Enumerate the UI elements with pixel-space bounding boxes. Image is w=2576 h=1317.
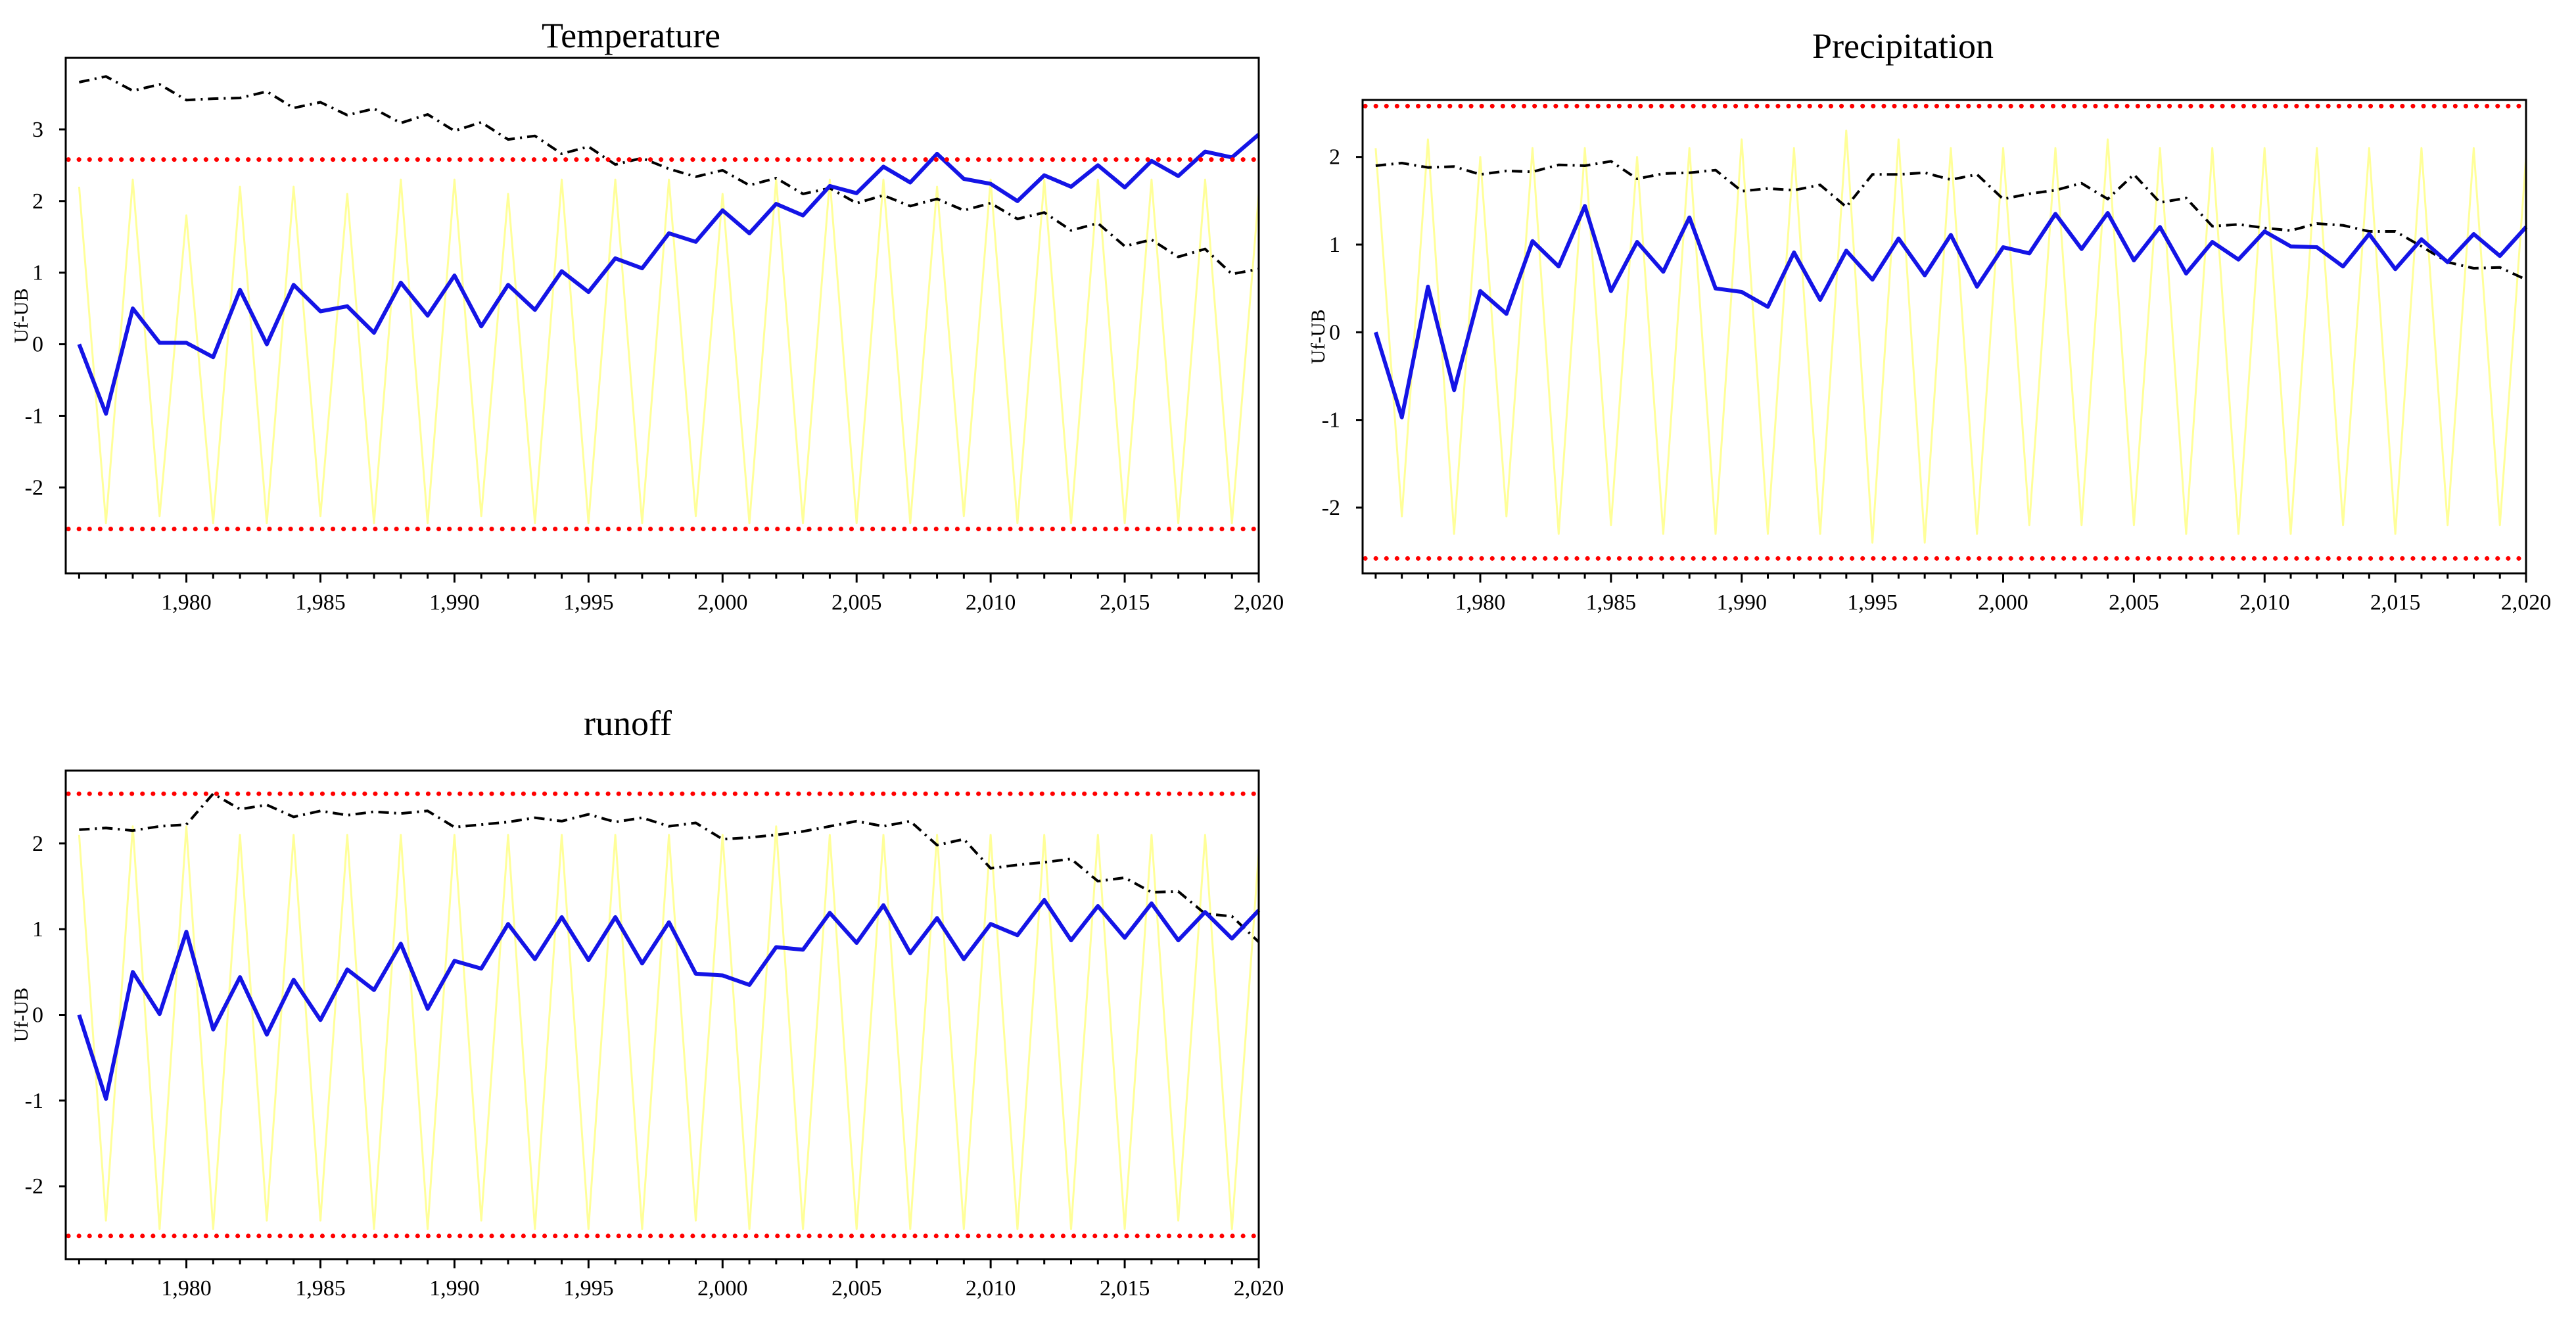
x-tick-label: 2,010 [966, 1276, 1016, 1301]
x-tick-label: 1,980 [161, 1276, 212, 1301]
x-tick-label: 2,000 [697, 1276, 748, 1301]
x-tick-label: 2,010 [2239, 590, 2290, 615]
x-tick-label: 2,020 [1234, 1276, 1284, 1301]
x-tick-label: 1,995 [1847, 590, 1898, 615]
x-tick-label: 2,000 [697, 590, 748, 615]
x-tick-label: 2,010 [966, 590, 1016, 615]
y-tick-label: 2 [1329, 145, 1340, 170]
y-tick-label: -2 [25, 475, 43, 500]
x-tick-label: 1,990 [1716, 590, 1767, 615]
y-tick-label: -1 [25, 1089, 43, 1113]
series-ub-line [1375, 160, 2527, 281]
x-tick-label: 2,005 [2109, 590, 2159, 615]
chart-title: Precipitation [1812, 26, 1994, 66]
x-tick-label: 1,985 [295, 1276, 346, 1301]
y-tick-label: 0 [32, 333, 43, 357]
y-tick-label: 1 [32, 261, 43, 285]
series-ub-line [78, 75, 1259, 275]
y-tick-label: 0 [1329, 320, 1340, 345]
y-tick-label: 2 [32, 189, 43, 214]
series-uf-line [77, 898, 1261, 1101]
chart-precipitation: Precipitation Uf-UB -2 -1 0 1 2 1,980 1,985 1,990… [1307, 26, 2551, 615]
x-tick-label: 2,020 [2501, 590, 2552, 615]
x-tick-label: 1,980 [161, 590, 212, 615]
x-tick-label: 1,990 [429, 1276, 480, 1301]
series-uf-line [1374, 204, 2528, 419]
chart-temperature: Temperature Uf-UB -2 -1 0 1 2 3 1,980 1,985 1,990 1… [11, 16, 1284, 615]
y-tick-label: 1 [32, 917, 43, 942]
x-tick-label: 1,985 [1586, 590, 1637, 615]
x-tick-label: 2,005 [831, 590, 882, 615]
x-tick-label: 2,015 [2370, 590, 2421, 615]
y-axis-label: Uf-UB [11, 288, 32, 343]
x-tick-label: 2,000 [1978, 590, 2028, 615]
plot-frame [1361, 99, 2527, 575]
series-uf-line [77, 133, 1260, 416]
series-ub-line [79, 792, 1260, 944]
chart-title: Temperature [542, 16, 720, 55]
y-tick-label: -2 [25, 1174, 43, 1199]
series-uf-sequence-line [78, 178, 1260, 525]
plot-frame [64, 57, 1260, 575]
x-tick-label: 1,985 [295, 590, 346, 615]
y-axis-label: Uf-UB [1307, 309, 1329, 364]
chart-title: runoff [584, 704, 672, 743]
chart-runoff: runoff Uf-UB -2 -1 0 1 2 1,980 1,985 1,990 1,995 2,… [11, 704, 1284, 1301]
y-tick-label: 3 [32, 118, 43, 142]
y-tick-label: -2 [1322, 496, 1340, 520]
series-uf-sequence-line [78, 825, 1260, 1230]
x-tick-label: 2,015 [1100, 1276, 1150, 1301]
plot-frame [64, 769, 1260, 1260]
x-tick-label: 1,990 [429, 590, 480, 615]
x-tick-label: 2,015 [1100, 590, 1150, 615]
x-tick-label: 2,020 [1234, 590, 1284, 615]
y-tick-label: 0 [32, 1003, 43, 1028]
y-axis-label: Uf-UB [11, 988, 32, 1042]
series-uf-sequence-line [1374, 130, 2527, 544]
y-tick-label: 2 [32, 832, 43, 856]
y-tick-label: 1 [1329, 233, 1340, 257]
x-tick-label: 1,995 [563, 590, 614, 615]
x-tick-label: 1,980 [1455, 590, 1506, 615]
x-tick-label: 2,005 [831, 1276, 882, 1301]
y-tick-label: -1 [1322, 408, 1340, 433]
y-tick-label: -1 [25, 404, 43, 428]
x-tick-label: 1,995 [563, 1276, 614, 1301]
